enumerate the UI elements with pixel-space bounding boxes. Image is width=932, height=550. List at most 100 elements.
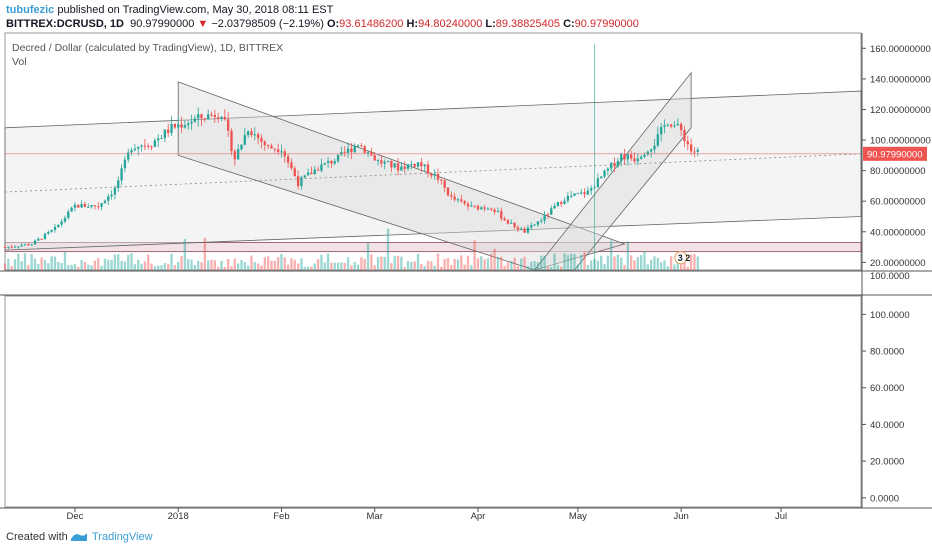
volume-bar [610,240,613,270]
candle [296,176,300,187]
published-text: published on TradingView.com, May 30, 20… [57,4,334,16]
volume-bar [490,253,493,270]
candle [223,116,226,120]
volume-bar [283,257,286,270]
candle [490,208,493,210]
candle [553,205,556,209]
candle [540,220,543,222]
header-line-2: BITTREX:DCRUSD, 1D 90.97990000 ▼ −2.0379… [6,18,639,30]
volume-bar [180,255,183,270]
volume-bar [623,265,626,270]
footer: Created with TradingView [0,526,932,550]
candle [180,124,183,128]
volume-bar [207,260,210,270]
volume-bar [343,262,346,270]
candle [90,205,93,207]
candle [350,148,353,153]
volume-bar [310,266,313,270]
candle [310,172,313,175]
candle [433,173,436,176]
candle [220,116,223,119]
candle [550,208,553,215]
event-flag-icon [674,251,688,265]
candle [506,220,510,224]
volume-bar [533,261,536,270]
candle [543,214,546,221]
volume-bar [476,258,480,270]
volume-bar [696,256,699,270]
volume-bar [376,257,380,270]
candle [240,144,243,150]
last-price: 90.97990000 [130,18,195,30]
candle [620,154,623,162]
volume-bar [120,260,123,270]
candle [406,164,410,169]
volume-bar [100,265,103,270]
candle [626,154,630,160]
tradingview-link[interactable]: TradingView [92,531,153,543]
candle [17,246,20,248]
candle [450,195,453,197]
volume-bar [13,259,17,270]
candle [696,149,699,152]
volume-bar [353,261,356,270]
candle [197,114,200,119]
candle [623,154,626,160]
candle [47,231,50,234]
volume-bar [493,248,496,270]
volume-bar [576,264,580,270]
volume-bar [300,258,303,270]
candle [600,176,603,179]
candle [513,222,516,228]
candle [53,226,57,230]
author-link[interactable]: tubufezic [6,4,55,16]
candle [533,224,536,226]
candle [330,160,333,164]
volume-bar [266,256,270,270]
time-tick-label: Mar [367,511,383,522]
candle [30,244,33,246]
candle [610,162,613,169]
change-arrow-icon: ▼ [197,18,209,30]
candle [410,164,413,166]
candle [503,218,506,221]
candle [193,118,197,122]
volume-bar [130,253,133,270]
candle [643,154,646,157]
candle [470,205,473,207]
price-tick-label: 80.00000000 [870,166,925,177]
candle [453,196,456,200]
volume-bar [656,257,659,270]
volume-bar [606,255,610,270]
candle [496,211,500,213]
candle [316,169,320,171]
low-value: 89.38825405 [495,18,560,30]
candle [127,152,130,160]
volume-bar [530,261,533,270]
volume-bar [276,257,280,270]
volume-bar [83,262,87,270]
tradingview-logo-icon[interactable] [70,530,88,547]
volume-bar [456,259,460,270]
indicator-top-label: 100.0000 [870,271,910,282]
candle [560,202,563,204]
volume-bar [659,262,663,270]
volume-bar [326,253,330,270]
candle [187,123,190,126]
volume-bar [170,253,173,270]
volume-bar [256,263,260,270]
volume-bar [226,259,230,270]
candle [320,164,323,171]
price-tick-label: 100.00000000 [870,136,931,147]
volume-bar [193,265,197,270]
price-badge [863,146,927,161]
volume-bar [60,263,63,270]
candle [689,144,693,152]
candle [653,145,656,150]
volume-bar [586,264,590,270]
volume-bar [536,262,540,270]
volume-bar [646,264,649,270]
candle [117,180,120,188]
created-with-text: Created with [6,531,68,543]
